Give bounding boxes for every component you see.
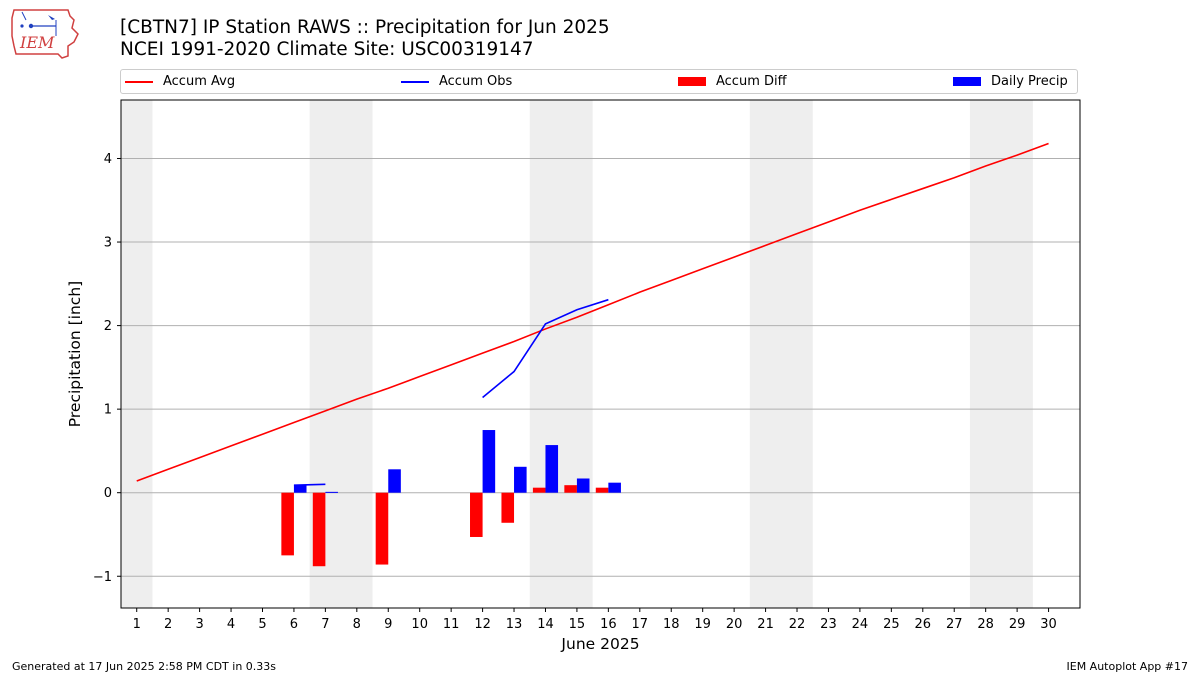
weekend-band <box>121 100 153 608</box>
x-tick-label: 18 <box>663 617 680 632</box>
x-tick-label: 2 <box>164 617 172 632</box>
x-tick-label: 26 <box>915 617 932 632</box>
x-tick-label: 8 <box>353 617 361 632</box>
x-tick-label: 1 <box>133 617 141 632</box>
x-tick-label: 22 <box>789 617 806 632</box>
x-tick-label: 23 <box>820 617 837 632</box>
x-tick-label: 6 <box>290 617 298 632</box>
bar-daily-precip <box>388 469 401 493</box>
legend-label-accum-obs: Accum Obs <box>439 74 513 89</box>
legend-label-accum-avg: Accum Avg <box>163 74 236 89</box>
weekend-band <box>969 100 1033 608</box>
bar-accum-diff <box>595 487 609 493</box>
legend-item-daily-precip: Daily Precip <box>953 70 1068 93</box>
x-tick-label: 5 <box>258 617 266 632</box>
x-tick-label: 12 <box>474 617 491 632</box>
x-tick-label: 16 <box>600 617 617 632</box>
x-tick-label: 21 <box>757 617 774 632</box>
plot-frame <box>120 99 1081 609</box>
line-accum-avg <box>136 142 1049 482</box>
legend-swatch-accum-diff <box>678 77 706 86</box>
legend-item-accum-diff: Accum Diff <box>678 70 787 93</box>
bar-daily-precip <box>514 466 527 493</box>
footer-generated: Generated at 17 Jun 2025 2:58 PM CDT in … <box>12 660 277 673</box>
line-accum-obs <box>482 298 609 399</box>
x-tick-label: 29 <box>1009 617 1026 632</box>
legend-swatch-accum-obs <box>401 80 429 83</box>
footer-app: IEM Autoplot App #17 <box>1066 660 1189 673</box>
legend-label-accum-diff: Accum Diff <box>716 74 787 89</box>
weekend-band <box>529 100 593 608</box>
bar-daily-precip <box>608 482 621 493</box>
bar-daily-precip <box>293 485 307 493</box>
y-tick-label: 0 <box>104 486 112 501</box>
x-tick-label: 30 <box>1040 617 1057 632</box>
bar-accum-diff <box>470 492 483 537</box>
bar-daily-precip <box>482 430 496 493</box>
x-tick-label: 11 <box>443 617 460 632</box>
logo-text: IEM <box>19 33 55 52</box>
x-tick-label: 20 <box>726 617 743 632</box>
y-tick-label: −1 <box>93 570 112 585</box>
y-tick-label: 4 <box>104 152 112 167</box>
legend-label-daily-precip: Daily Precip <box>991 74 1068 89</box>
x-axis-label: June 2025 <box>560 635 639 653</box>
legend-swatch-accum-avg <box>125 80 153 83</box>
x-tick-label: 3 <box>195 617 203 632</box>
x-tick-label: 24 <box>852 617 869 632</box>
chart-legend: Accum Avg Accum Obs Accum Diff Daily Pre… <box>120 69 1078 94</box>
x-tick-label: 15 <box>569 617 586 632</box>
line-accum-obs <box>293 483 326 486</box>
y-tick-label: 1 <box>104 403 112 418</box>
bar-daily-precip <box>545 445 559 493</box>
bar-accum-diff <box>532 487 546 493</box>
bar-daily-precip <box>325 491 338 493</box>
bar-accum-diff <box>312 492 326 567</box>
legend-item-accum-obs: Accum Obs <box>401 70 512 93</box>
x-tick-label: 4 <box>227 617 235 632</box>
iem-logo: IEM <box>11 9 79 59</box>
bar-accum-diff <box>564 485 577 493</box>
bar-accum-diff <box>375 492 389 565</box>
x-tick-label: 9 <box>384 617 392 632</box>
bar-accum-diff <box>501 492 515 523</box>
y-axis-label: Precipitation [inch] <box>66 281 84 427</box>
bar-daily-precip <box>576 478 590 493</box>
x-tick-label: 7 <box>321 617 329 632</box>
x-tick-label: 19 <box>694 617 711 632</box>
x-tick-label: 27 <box>946 617 963 632</box>
chart-subtitle: NCEI 1991-2020 Climate Site: USC00319147 <box>120 39 534 60</box>
x-tick-label: 14 <box>537 617 554 632</box>
x-tick-label: 17 <box>632 617 649 632</box>
legend-item-accum-avg: Accum Avg <box>125 70 235 93</box>
y-tick-label: 3 <box>104 236 112 251</box>
x-tick-label: 25 <box>883 617 900 632</box>
legend-swatch-daily-precip <box>953 77 981 86</box>
x-tick-label: 28 <box>977 617 994 632</box>
weekend-band <box>749 100 813 608</box>
y-tick-label: 2 <box>104 319 112 334</box>
x-tick-label: 13 <box>506 617 523 632</box>
chart-title: [CBTN7] IP Station RAWS :: Precipitation… <box>120 17 610 38</box>
bar-accum-diff <box>281 492 294 556</box>
x-tick-label: 10 <box>411 617 428 632</box>
